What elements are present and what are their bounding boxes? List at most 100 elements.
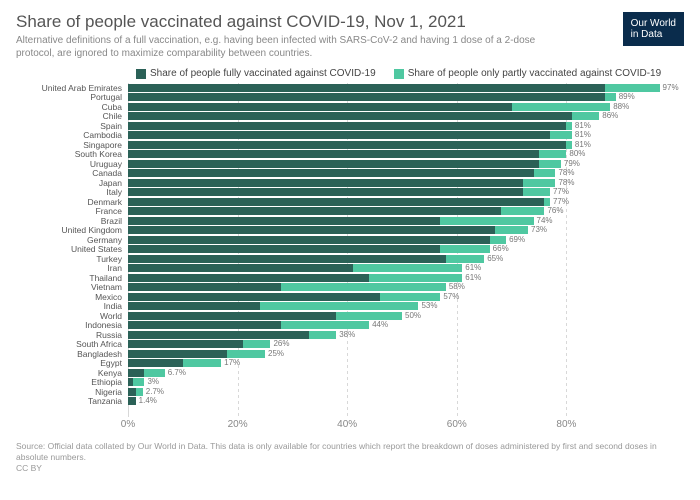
- bar-wrap: 73%: [128, 226, 676, 234]
- bar-partly: [281, 321, 369, 329]
- bar-row: Kenya6.7%: [128, 368, 676, 378]
- bar-value-label: 2.7%: [146, 387, 164, 396]
- country-label: Mexico: [95, 292, 122, 302]
- bar-wrap: 78%: [128, 169, 676, 177]
- bar-value-label: 25%: [268, 349, 284, 358]
- bar-partly: [566, 141, 571, 149]
- bar-wrap: 38%: [128, 331, 676, 339]
- country-label: France: [96, 206, 122, 216]
- bar-row: World50%: [128, 311, 676, 321]
- bar-value-label: 61%: [465, 263, 481, 272]
- bar-row: Tanzania1.4%: [128, 397, 676, 407]
- bar-fully: [128, 169, 534, 177]
- bar-value-label: 6.7%: [168, 368, 186, 377]
- country-label: Spain: [100, 121, 122, 131]
- source-text: Source: Official data collated by Our Wo…: [16, 441, 684, 463]
- bar-value-label: 78%: [558, 178, 574, 187]
- bar-fully: [128, 103, 512, 111]
- x-tick-label: 60%: [447, 419, 467, 430]
- bar-fully: [128, 226, 495, 234]
- bar-row: Mexico57%: [128, 292, 676, 302]
- bar-fully: [128, 179, 523, 187]
- bar-row: Germany69%: [128, 235, 676, 245]
- country-label: South Korea: [75, 149, 122, 159]
- bar-row: Egypt17%: [128, 359, 676, 369]
- country-label: Kenya: [98, 368, 122, 378]
- owid-logo: Our World in Data: [623, 12, 684, 46]
- bar-row: Russia38%: [128, 330, 676, 340]
- country-label: United Arab Emirates: [42, 83, 122, 93]
- bar-value-label: 65%: [487, 254, 503, 263]
- bar-value-label: 81%: [575, 121, 591, 130]
- bar-value-label: 81%: [575, 140, 591, 149]
- bar-wrap: 58%: [128, 283, 676, 291]
- bar-value-label: 17%: [224, 358, 240, 367]
- bar-wrap: 78%: [128, 179, 676, 187]
- bar-wrap: 81%: [128, 122, 676, 130]
- bar-fully: [128, 397, 136, 405]
- country-label: Vietnam: [91, 282, 122, 292]
- country-label: Thailand: [89, 273, 122, 283]
- bars: United Arab Emirates97%Portugal89%Cuba88…: [128, 83, 676, 417]
- bar-row: Italy77%: [128, 188, 676, 198]
- bar-row: South Africa26%: [128, 340, 676, 350]
- bar-row: Portugal89%: [128, 93, 676, 103]
- bar-value-label: 61%: [465, 273, 481, 282]
- bar-partly: [227, 350, 265, 358]
- bar-row: Cuba88%: [128, 102, 676, 112]
- bar-value-label: 86%: [602, 111, 618, 120]
- bar-value-label: 89%: [619, 92, 635, 101]
- bar-value-label: 57%: [443, 292, 459, 301]
- bar-row: Bangladesh25%: [128, 349, 676, 359]
- logo-line2: in Data: [631, 29, 676, 40]
- bar-fully: [128, 122, 566, 130]
- bar-row: South Korea80%: [128, 150, 676, 160]
- bar-value-label: 77%: [553, 187, 569, 196]
- chart-container: Our World in Data Share of people vaccin…: [0, 0, 700, 482]
- bar-wrap: 26%: [128, 340, 676, 348]
- bar-wrap: 57%: [128, 293, 676, 301]
- bar-value-label: 80%: [569, 149, 585, 158]
- bar-value-label: 97%: [663, 83, 679, 92]
- bar-row: Singapore81%: [128, 140, 676, 150]
- bar-fully: [128, 245, 440, 253]
- bar-partly: [490, 236, 506, 244]
- bar-wrap: 61%: [128, 264, 676, 272]
- bar-fully: [128, 150, 539, 158]
- country-label: Egypt: [100, 358, 122, 368]
- x-tick-label: 40%: [337, 419, 357, 430]
- bar-partly: [440, 217, 533, 225]
- swatch-fully-icon: [136, 69, 146, 79]
- bar-value-label: 69%: [509, 235, 525, 244]
- bar-partly: [495, 226, 528, 234]
- logo-line1: Our World: [631, 18, 676, 29]
- bar-fully: [128, 264, 353, 272]
- license-text: CC BY: [16, 463, 684, 474]
- country-label: India: [104, 301, 122, 311]
- bar-value-label: 77%: [553, 197, 569, 206]
- bar-row: India53%: [128, 302, 676, 312]
- bar-wrap: 86%: [128, 112, 676, 120]
- bar-fully: [128, 274, 369, 282]
- bar-value-label: 88%: [613, 102, 629, 111]
- bar-partly: [572, 112, 599, 120]
- header: Our World in Data Share of people vaccin…: [16, 12, 684, 60]
- x-tick-label: 80%: [556, 419, 576, 430]
- country-label: Denmark: [88, 197, 122, 207]
- bar-wrap: 17%: [128, 359, 676, 367]
- bar-row: United States66%: [128, 245, 676, 255]
- bar-partly: [539, 150, 566, 158]
- bar-partly: [183, 359, 221, 367]
- bar-wrap: 77%: [128, 198, 676, 206]
- country-label: Nigeria: [95, 387, 122, 397]
- bar-fully: [128, 207, 501, 215]
- legend-partly-label: Share of people only partly vaccinated a…: [408, 68, 661, 79]
- bar-row: United Kingdom73%: [128, 226, 676, 236]
- country-label: Chile: [103, 111, 122, 121]
- legend-partly: Share of people only partly vaccinated a…: [394, 68, 661, 79]
- bar-wrap: 89%: [128, 93, 676, 101]
- bar-row: Vietnam58%: [128, 283, 676, 293]
- bar-fully: [128, 141, 566, 149]
- bar-row: Canada78%: [128, 169, 676, 179]
- country-label: South Africa: [76, 339, 122, 349]
